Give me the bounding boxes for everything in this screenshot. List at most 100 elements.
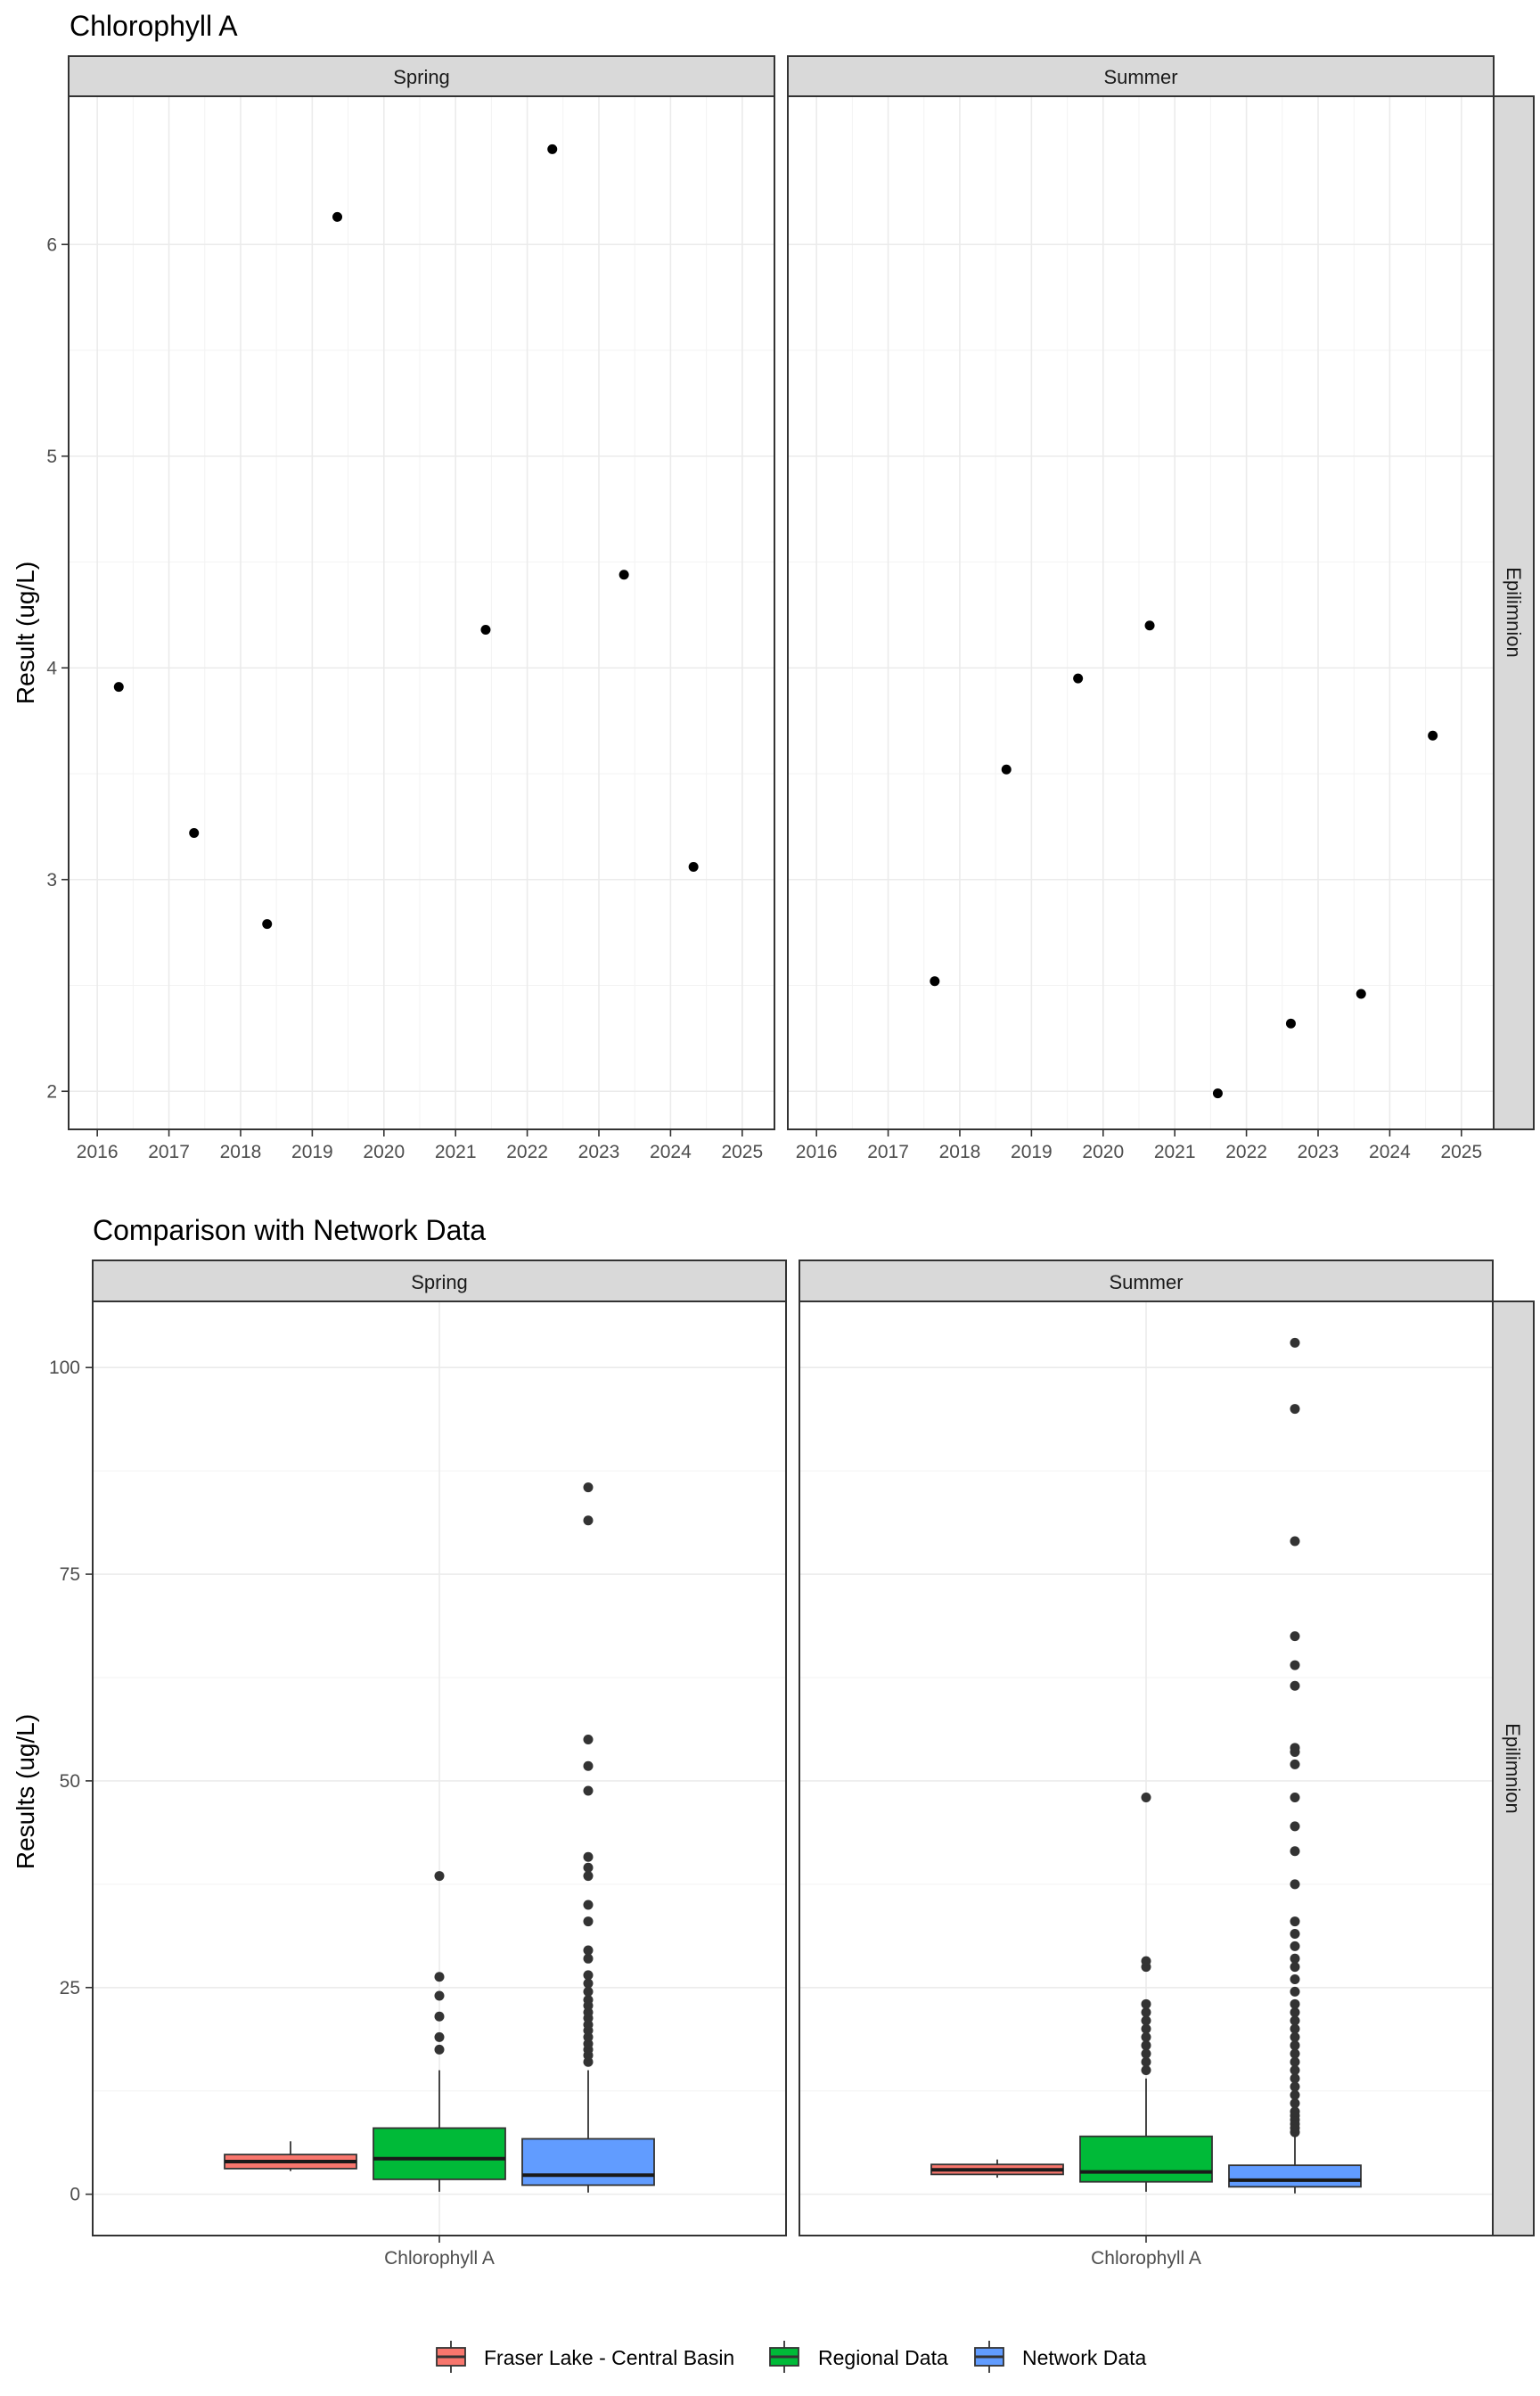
chart2-strip-spring-label: Spring (411, 1271, 468, 1293)
box-iqr (521, 2138, 655, 2187)
outlier-point (1290, 1998, 1300, 2009)
data-point (262, 919, 273, 930)
data-point (480, 625, 491, 635)
data-point (189, 828, 200, 838)
outlier-point (1290, 1879, 1300, 1890)
outlier-point (1290, 2007, 1300, 2018)
outlier-point (583, 1916, 594, 1927)
outlier-point (1290, 2015, 1300, 2026)
outlier-point (1290, 1631, 1300, 1642)
chart2-summer-boxes (930, 1337, 1362, 2194)
chart1-row-strip-label: Epilimnion (1503, 567, 1525, 658)
chart2-y-axis-label: Results (ug/L) (12, 1714, 39, 1869)
data-point (1073, 673, 1084, 684)
outlier-point (1290, 2031, 1300, 2042)
legend-label-fraser: Fraser Lake - Central Basin (484, 2346, 734, 2369)
chart2-title: Comparison with Network Data (93, 1214, 486, 1246)
data-point (930, 976, 940, 987)
outlier-point (583, 1945, 594, 1956)
chart2-strip-spring (92, 1260, 787, 1302)
box-iqr (1079, 2135, 1213, 2183)
x-tick-label: 2020 (363, 1142, 405, 1162)
chart1-panel-summer (788, 96, 1494, 1129)
outlier-point (1141, 2040, 1151, 2051)
chart1-summer-x-axis: 2016 2017 2018 2019 2020 2021 2022 2023 2024 2025 (796, 1129, 1482, 1162)
chart2-strip-summer (799, 1260, 1494, 1302)
data-point (1285, 1018, 1296, 1029)
y-tick-label: 25 (60, 1978, 80, 1998)
chart1-panel-spring-border (68, 95, 775, 1130)
y-tick-label: 50 (60, 1771, 80, 1792)
outlier-point (1290, 1941, 1300, 1951)
box-iqr (373, 2127, 506, 2180)
x-tick-label: 2017 (148, 1142, 190, 1162)
chart1-facet-spring: Spring 2016 2017 2018 2019 2020 2021 2022 2023 2… (68, 55, 775, 1162)
box-regional-data (373, 1871, 506, 2192)
outlier-point (1290, 2089, 1300, 2100)
chart1-y-axis-label: Result (ug/L) (12, 562, 39, 704)
outlier-point (1290, 2098, 1300, 2109)
x-tick-label: 2018 (939, 1142, 981, 1162)
outlier-point (583, 1978, 594, 1989)
outlier-point (1141, 2007, 1151, 2018)
box-iqr (1228, 2164, 1362, 2188)
outlier-point (1290, 2065, 1300, 2076)
y-tick-label: 0 (70, 2185, 80, 2205)
outlier-point (1290, 1680, 1300, 1691)
outlier-point (1141, 1792, 1151, 1802)
outlier-point (583, 1862, 594, 1873)
outlier-point (583, 1785, 594, 1796)
outlier-point (1290, 1337, 1300, 1348)
outlier-point (1290, 2056, 1300, 2067)
outlier-point (1290, 1404, 1300, 1415)
legend-label-regional: Regional Data (818, 2346, 948, 2369)
chart1-facet-summer: Summer 2016 2017 2018 2019 2020 2021 2022 2023 2… (787, 55, 1495, 1162)
outlier-point (1290, 1928, 1300, 1939)
box-fraser-lake-central-basin (930, 2159, 1064, 2179)
outlier-point (583, 1871, 594, 1882)
data-point (1428, 730, 1438, 741)
data-point (688, 862, 699, 872)
chart2-facet-summer: Summer Chlorophyll A (799, 1260, 1494, 2269)
chart1-summer-gridlines (788, 96, 1494, 1129)
chart2-spring-x-tick-label: Chlorophyll A (384, 2248, 495, 2269)
chart2-summer-x-tick-label: Chlorophyll A (1091, 2248, 1201, 2269)
y-tick-label: 5 (46, 447, 57, 467)
outlier-point (1141, 1998, 1151, 2009)
outlier-point (1141, 2056, 1151, 2067)
outlier-point (1290, 1986, 1300, 1997)
chart2-strip-summer-label: Summer (1109, 1271, 1183, 1293)
data-point (1212, 1088, 1223, 1099)
chart1-y-axis: 2 3 4 5 6 (46, 234, 69, 1102)
outlier-point (434, 2044, 445, 2055)
chart2-y-axis: 0 25 50 75 100 (49, 1358, 93, 2205)
chart1-row-strip (1493, 95, 1535, 1130)
outlier-point (434, 2031, 445, 2042)
x-tick-label: 2025 (1440, 1142, 1482, 1162)
data-point (1001, 764, 1012, 775)
y-tick-label: 6 (46, 234, 57, 255)
outlier-point (1290, 1743, 1300, 1753)
legend-label-network: Network Data (1022, 2346, 1147, 2369)
outlier-point (1290, 2081, 1300, 2092)
y-tick-label: 75 (60, 1564, 80, 1585)
outlier-point (583, 1953, 594, 1964)
outlier-point (434, 2011, 445, 2022)
chart1-panel-spring (69, 96, 774, 1129)
outlier-point (1290, 1962, 1300, 1973)
outlier-point (1290, 1660, 1300, 1670)
y-tick-label: 2 (46, 1081, 57, 1102)
outlier-point (1290, 2073, 1300, 2084)
outlier-point (434, 1990, 445, 2001)
x-tick-label: 2019 (291, 1142, 333, 1162)
data-point (113, 682, 124, 693)
outlier-point (1290, 1536, 1300, 1547)
chart1-strip-summer-label: Summer (1103, 66, 1177, 88)
outlier-point (1290, 1973, 1300, 1984)
outlier-point (1290, 1916, 1300, 1927)
outlier-point (583, 1995, 594, 2006)
data-point (618, 570, 629, 580)
outlier-point (1141, 2065, 1151, 2076)
outlier-point (1290, 1759, 1300, 1769)
x-tick-label: 2022 (506, 1142, 548, 1162)
